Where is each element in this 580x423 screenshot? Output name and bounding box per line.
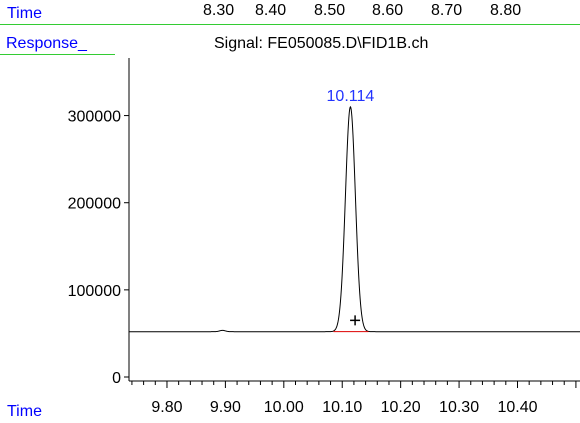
top-time-tick: 8.30	[203, 2, 235, 19]
signal-title: Signal: FE050085.D\FID1B.ch	[214, 35, 429, 52]
response-underline	[0, 54, 115, 55]
y-tick-label: 0	[112, 370, 121, 387]
top-time-tick: 8.80	[490, 2, 522, 19]
signal-trace	[129, 105, 580, 333]
top-time-tick: 8.70	[431, 2, 463, 19]
x-tick-label: 10.20	[381, 399, 421, 416]
top-time-tick: 8.60	[372, 2, 404, 19]
x-tick-label: 10.30	[439, 399, 479, 416]
x-tick-label: 9.80	[151, 399, 182, 416]
x-tick-label: 10.40	[497, 399, 537, 416]
top-time-tick: 8.50	[314, 2, 346, 19]
top-time-tick: 8.40	[255, 2, 287, 19]
header-rows: Time 8.30 8.40 8.50 8.60 8.70 8.80 Respo…	[0, 0, 580, 58]
x-tick-label: 10.00	[264, 399, 304, 416]
peak-label: 10.114	[327, 88, 375, 105]
header-separator	[0, 24, 580, 25]
bottom-time-label: Time	[7, 403, 42, 420]
x-tick-label: 9.90	[210, 399, 241, 416]
x-tick-label: 10.10	[322, 399, 362, 416]
top-time-label: Time	[7, 5, 42, 22]
y-tick-label: 300000	[68, 109, 121, 126]
response-label: Response_	[6, 35, 87, 52]
y-tick-label: 200000	[68, 196, 121, 213]
y-tick-label: 100000	[68, 283, 121, 300]
